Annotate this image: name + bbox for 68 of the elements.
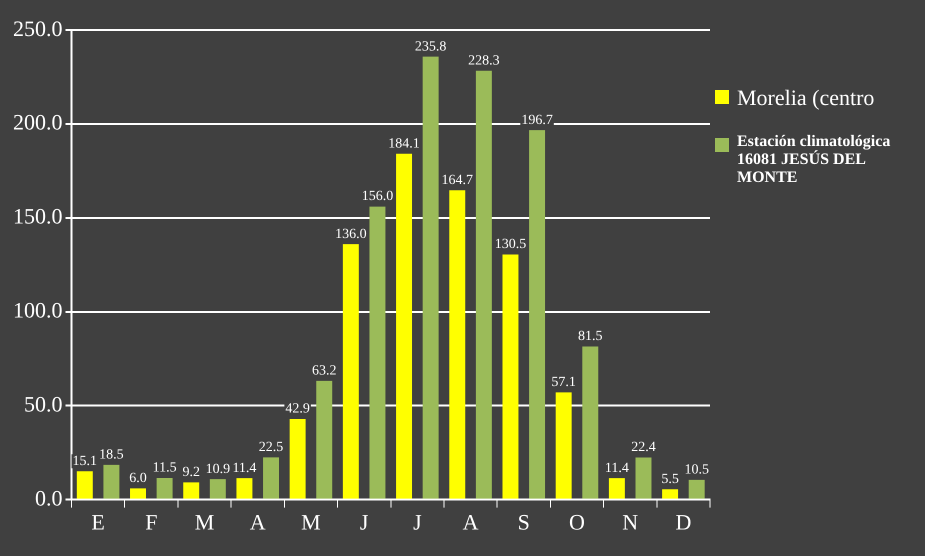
data-label: 196.7	[521, 112, 553, 128]
data-label: 136.0	[335, 226, 367, 242]
data-label: 10.9	[206, 462, 230, 477]
bar	[688, 480, 705, 499]
bar	[183, 482, 200, 499]
data-label: 164.7	[442, 172, 474, 188]
data-label: 22.4	[631, 440, 656, 456]
bar	[449, 190, 466, 499]
data-label: 184.1	[388, 136, 420, 152]
data-label: 130.5	[494, 237, 526, 252]
x-tick-label: S	[518, 510, 530, 535]
bar	[636, 458, 652, 499]
bar	[556, 392, 572, 499]
bar	[369, 206, 386, 499]
bar	[316, 380, 332, 499]
data-label: 63.2	[312, 364, 336, 379]
data-label: 9.2	[182, 464, 200, 480]
bar	[582, 346, 598, 499]
bar	[608, 478, 625, 499]
y-tick-label: 100.0	[13, 298, 62, 323]
data-label: 18.5	[99, 448, 124, 463]
data-label: 6.0	[129, 471, 147, 486]
bar	[342, 244, 359, 499]
bar	[156, 478, 173, 499]
legend-label: Estación climatológica 16081 JESÚS DEL MONTE	[737, 133, 892, 187]
data-label: 228.3	[468, 53, 500, 68]
data-label: 81.5	[578, 329, 603, 344]
data-label: 5.5	[661, 472, 679, 487]
x-tick-label: N	[622, 510, 638, 535]
data-label: 57.1	[551, 375, 576, 390]
data-label: 235.8	[414, 39, 446, 54]
x-tick-label: M	[301, 510, 321, 535]
x-tick-label: J	[360, 510, 369, 535]
bar	[210, 479, 226, 499]
legend-label: Morelia (centro	[737, 85, 874, 111]
y-tick-label: 50.0	[24, 391, 62, 416]
y-tick-label: 0.0	[35, 485, 62, 510]
bar	[76, 471, 93, 499]
bar	[396, 154, 412, 499]
x-tick-label: E	[91, 510, 105, 535]
y-tick-label: 150.0	[13, 204, 62, 229]
y-tick-label: 250.0	[13, 16, 62, 41]
bar	[529, 130, 546, 499]
x-tick-label: A	[250, 510, 266, 535]
data-label: 22.5	[258, 440, 284, 456]
bar	[263, 457, 280, 499]
bar	[476, 70, 492, 499]
data-label: 10.5	[684, 462, 709, 478]
data-label: 11.4	[604, 460, 629, 476]
data-label: 15.1	[72, 454, 98, 469]
x-tick-label: A	[462, 510, 479, 535]
x-tick-label: J	[413, 510, 422, 535]
x-tick-label: F	[145, 510, 158, 535]
data-label: 156.0	[362, 189, 394, 204]
bar	[290, 419, 306, 499]
data-label: 42.9	[285, 402, 310, 417]
bar	[103, 464, 120, 499]
data-label: 11.4	[232, 460, 256, 476]
x-tick-label: O	[569, 510, 585, 535]
y-tick-label: 200.0	[13, 110, 62, 135]
data-label: 11.5	[152, 460, 177, 476]
bar	[502, 254, 518, 499]
bar	[422, 56, 439, 499]
bar	[130, 488, 146, 499]
x-tick-label: D	[675, 510, 692, 535]
bar	[236, 478, 252, 499]
x-tick-label: M	[194, 510, 214, 535]
bar	[662, 489, 678, 499]
